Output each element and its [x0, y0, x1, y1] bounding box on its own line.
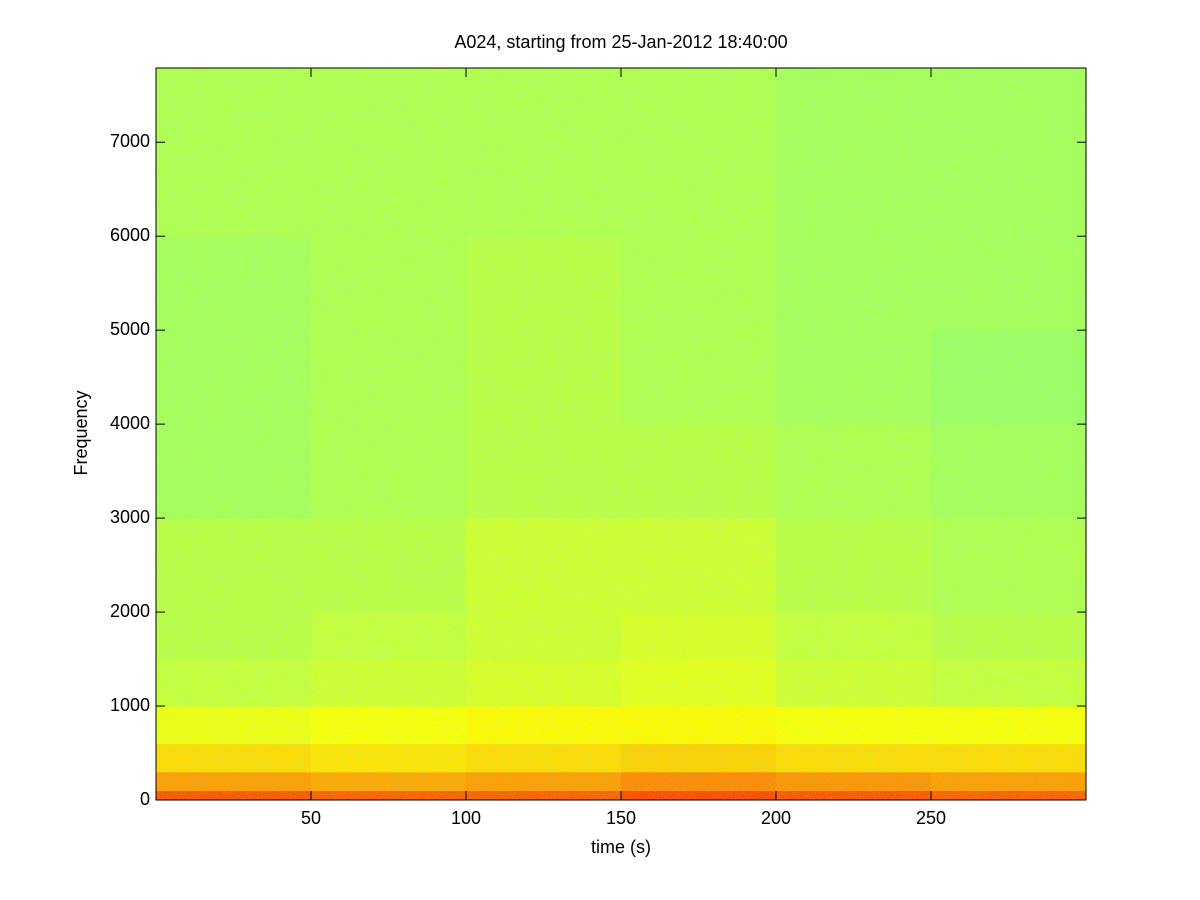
x-tick-label: 250: [916, 808, 946, 828]
x-tick-label: 100: [451, 808, 481, 828]
y-axis-label: Frequency: [71, 390, 91, 475]
y-tick-label: 1000: [110, 695, 150, 715]
y-tick-label: 5000: [110, 319, 150, 339]
y-tick-label: 4000: [110, 413, 150, 433]
y-tick-label: 7000: [110, 131, 150, 151]
noise-texture: [156, 68, 1086, 800]
x-tick-label: 150: [606, 808, 636, 828]
y-tick-label: 0: [140, 789, 150, 809]
y-tick-label: 6000: [110, 225, 150, 245]
x-axis-label: time (s): [591, 837, 651, 857]
y-tick-label: 3000: [110, 507, 150, 527]
y-tick-label: 2000: [110, 601, 150, 621]
x-tick-label: 50: [301, 808, 321, 828]
chart-title: A024, starting from 25-Jan-2012 18:40:00: [454, 32, 787, 52]
x-tick-label: 200: [761, 808, 791, 828]
